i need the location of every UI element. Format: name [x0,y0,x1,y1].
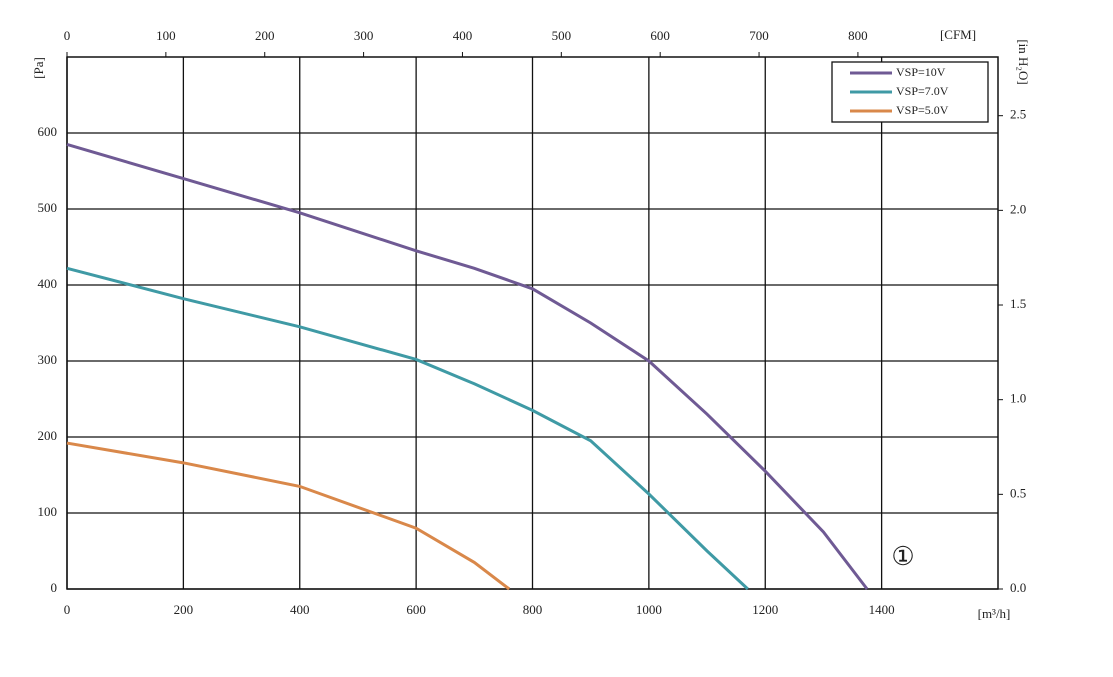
y-axis-label: [Pa] [31,57,46,79]
y-tick-label: 400 [38,276,58,291]
x-tick-label: 1400 [869,602,895,617]
x-tick-label: 0 [64,602,71,617]
y-tick-label: 300 [38,352,58,367]
x-tick-label: 200 [174,602,194,617]
y2-tick-label: 1.0 [1010,391,1026,406]
y-tick-label: 500 [38,200,58,215]
y2-tick-label: 0.5 [1010,485,1026,500]
x2-tick-label: 700 [749,28,769,43]
x2-tick-label: 500 [552,28,572,43]
x-tick-label: 1200 [752,602,778,617]
x-tick-label: 400 [290,602,310,617]
line-series [66,142,869,590]
legend-label: VSP=7.0V [896,84,949,98]
x-tick-label: 800 [523,602,543,617]
y2-axis-label: [in H₂O] [1016,39,1031,84]
legend-label: VSP=10V [896,65,946,79]
x2-tick-label: 0 [64,28,71,43]
x-tick-label: 600 [406,602,426,617]
x-tick-label: 1000 [636,602,662,617]
x2-tick-label: 300 [354,28,374,43]
x-axis-label: [m³/h] [978,606,1011,621]
y2-tick-label: 2.5 [1010,107,1026,122]
annotation: ① [891,542,914,571]
y-tick-label: 200 [38,428,58,443]
y2-tick-label: 1.5 [1010,296,1026,311]
x2-tick-label: 600 [650,28,670,43]
y-tick-label: 0 [51,580,58,595]
legend-label: VSP=5.0V [896,103,949,117]
x2-tick-label: 200 [255,28,275,43]
y2-tick-label: 0.0 [1010,580,1026,595]
y-tick-label: 600 [38,124,58,139]
x2-tick-label: 400 [453,28,473,43]
y2-tick-label: 2.0 [1010,201,1026,216]
line-series [66,266,749,591]
x2-tick-label: 800 [848,28,868,43]
y-tick-label: 100 [38,504,58,519]
x2-axis-label: [CFM] [940,27,976,42]
line-series [66,441,511,591]
x2-tick-label: 100 [156,28,176,43]
